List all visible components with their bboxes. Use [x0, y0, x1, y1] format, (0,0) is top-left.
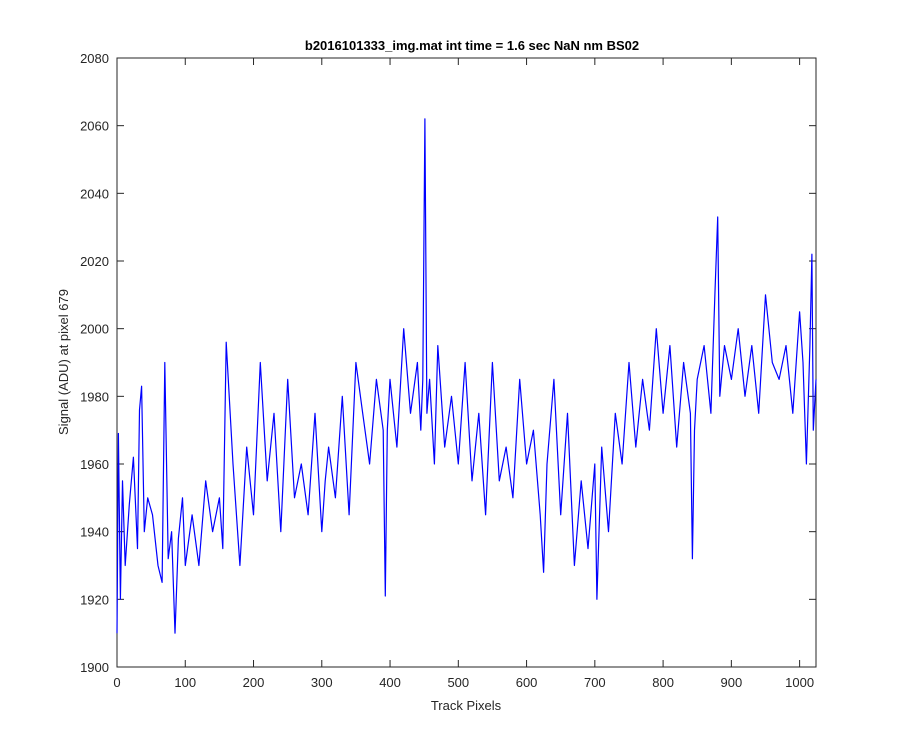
y-tick-label: 1960: [80, 457, 109, 472]
y-tick-label: 2060: [80, 119, 109, 134]
x-axis-label: Track Pixels: [431, 698, 502, 713]
x-tick-label: 200: [243, 675, 265, 690]
y-tick-label: 2000: [80, 322, 109, 337]
x-tick-label: 500: [447, 675, 469, 690]
x-tick-label: 900: [721, 675, 743, 690]
y-tick-label: 1940: [80, 525, 109, 540]
y-tick-label: 1920: [80, 592, 109, 607]
x-tick-label: 400: [379, 675, 401, 690]
x-tick-label: 700: [584, 675, 606, 690]
series-line-0: [116, 118, 817, 634]
y-tick-label: 1980: [80, 389, 109, 404]
plot-area: 0 100 200 300 400 500 600 700 800 900 1000 1900 1920…: [80, 51, 817, 690]
y-tick-label: 2020: [80, 254, 109, 269]
x-tick-label: 100: [174, 675, 196, 690]
y-tick-label: 1900: [80, 660, 109, 675]
x-tick-label: 1000: [785, 675, 814, 690]
x-tick-label: 0: [113, 675, 120, 690]
y-tick-label: 2080: [80, 51, 109, 66]
chart-title: b2016101333_img.mat int time = 1.6 sec N…: [305, 38, 639, 53]
x-tick-label: 600: [516, 675, 538, 690]
y-tick-label: 2040: [80, 186, 109, 201]
y-axis-label: Signal (ADU) at pixel 679: [56, 289, 71, 435]
axes-box: [116, 57, 817, 668]
x-tick-label: 300: [311, 675, 333, 690]
x-tick-label: 800: [652, 675, 674, 690]
